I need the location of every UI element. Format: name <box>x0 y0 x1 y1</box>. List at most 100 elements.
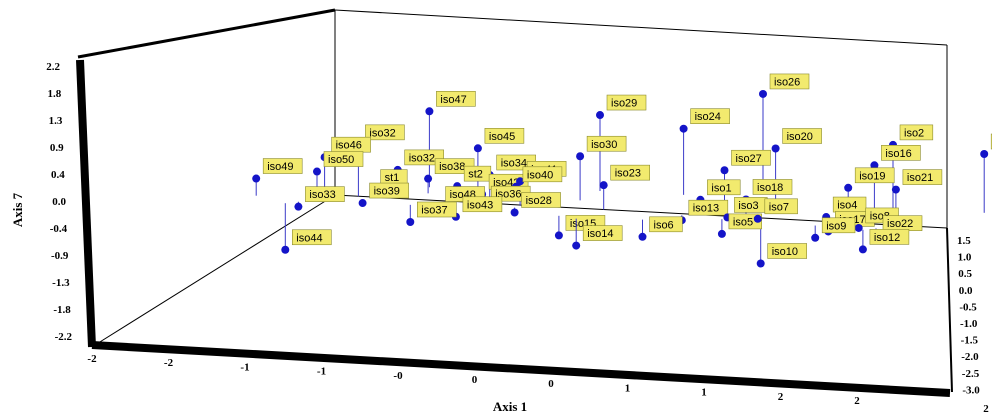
x-axis-ticks: -2 -2 -1 -1 -0 0 0 1 1 2 2 2 <box>87 353 989 414</box>
data-point[interactable] <box>424 174 433 183</box>
z-tick-label: 1.5 <box>957 235 971 247</box>
data-point[interactable] <box>811 233 820 242</box>
data-point[interactable] <box>294 202 303 211</box>
data-point-group: iso10 <box>756 229 808 268</box>
point-label: iso30 <box>591 139 617 151</box>
point-label-box <box>462 196 503 213</box>
point-label: iso32 <box>409 152 435 164</box>
point-label-box <box>582 225 623 241</box>
point-label-box <box>752 179 793 195</box>
data-point[interactable] <box>252 174 261 183</box>
point-label: iso40 <box>527 169 553 181</box>
data-point[interactable] <box>638 232 647 241</box>
point-label: iso2 <box>904 127 924 139</box>
y-axis-title: Axis 7 <box>10 192 25 227</box>
y-tick-label: -2.2 <box>55 331 73 343</box>
data-point[interactable] <box>596 111 604 120</box>
x-tick-label: 1 <box>701 387 707 399</box>
data-point-group: iso6 <box>638 216 683 241</box>
data-point[interactable] <box>358 199 367 208</box>
frame-top-back-edge <box>334 9 948 46</box>
point-label: iso21 <box>907 172 933 184</box>
data-point-group: iso21 <box>891 169 943 219</box>
data-point[interactable] <box>425 107 434 116</box>
data-point[interactable] <box>753 214 762 223</box>
point-label-box <box>854 167 895 184</box>
data-point-group: iso12 <box>858 229 910 254</box>
data-point[interactable] <box>717 229 726 238</box>
y-tick-label: 0.0 <box>52 196 66 208</box>
point-label: iso34 <box>501 158 527 170</box>
point-label: iso32 <box>369 127 395 139</box>
point-label: iso7 <box>769 201 789 213</box>
z-tick-label: -3.0 <box>962 384 980 396</box>
y-tick-label: -1.3 <box>52 277 70 289</box>
data-point[interactable] <box>759 89 767 98</box>
x-tick-label: 2 <box>854 395 860 407</box>
data-point[interactable] <box>891 185 900 194</box>
point-label-box <box>899 124 934 141</box>
point-label: st1 <box>385 172 400 184</box>
point-label: iso24 <box>695 111 721 123</box>
data-point-group: iso37 <box>406 201 457 226</box>
data-point-group: iso47 <box>425 91 476 188</box>
point-label: iso45 <box>489 131 515 143</box>
data-point-group: iso49 <box>252 158 303 196</box>
box-frame <box>76 8 953 397</box>
data-point-group: iso27 <box>720 149 771 207</box>
data-point[interactable] <box>516 177 525 186</box>
data-point[interactable] <box>854 223 863 232</box>
data-point[interactable] <box>313 167 321 176</box>
data-point[interactable] <box>858 245 867 254</box>
x-axis-title: Axis 1 <box>493 399 527 414</box>
point-label-box <box>821 217 856 234</box>
point-label-box <box>369 182 409 199</box>
data-point[interactable] <box>980 150 989 158</box>
point-label: iso47 <box>440 94 466 106</box>
point-label-box <box>782 128 822 144</box>
z-axis-ticks: 1.5 1.0 0.5 0.0 -0.5 -1.0 -1.5 -2.0 -2.5 -3.0 <box>957 235 980 396</box>
data-point-group: iso5 <box>717 213 763 238</box>
data-point[interactable] <box>406 218 415 226</box>
point-label: iso33 <box>309 189 335 201</box>
y-axis-bar <box>76 59 96 348</box>
data-point-group: st2 <box>453 165 492 201</box>
data-point[interactable] <box>720 166 729 175</box>
point-label-box <box>323 151 364 167</box>
z-tick-label: 0.0 <box>959 285 973 297</box>
data-point[interactable] <box>572 241 581 250</box>
data-point[interactable] <box>756 259 765 268</box>
x-tick-label: 2 <box>983 403 989 414</box>
data-point[interactable] <box>679 124 688 133</box>
point-label: iso13 <box>693 203 719 215</box>
data-point[interactable] <box>281 245 290 254</box>
data-point-group: iso14 <box>572 218 623 250</box>
data-point[interactable] <box>576 152 585 161</box>
point-label-box <box>522 166 563 183</box>
data-point-group: iso9 <box>811 217 856 242</box>
data-point-group: iso16 <box>870 145 921 212</box>
data-point[interactable] <box>844 183 853 192</box>
z-tick-label: -1.5 <box>961 335 979 347</box>
z-tick-label: 0.5 <box>958 268 972 280</box>
point-label: iso3 <box>738 200 758 212</box>
data-point[interactable] <box>599 181 608 190</box>
x-tick-label: 2 <box>778 391 784 403</box>
point-label: iso23 <box>615 168 641 180</box>
point-label-box <box>404 149 445 166</box>
data-point[interactable] <box>554 231 563 240</box>
point-label-box <box>649 216 683 233</box>
data-point[interactable] <box>771 144 780 153</box>
data-point-group: iso1 <box>696 179 741 213</box>
data-point[interactable] <box>870 161 879 170</box>
point-label-box <box>416 201 457 218</box>
point-label-box <box>869 229 910 245</box>
x-tick-label: 0 <box>472 374 478 386</box>
data-point-group: iso44 <box>281 203 332 254</box>
data-point[interactable] <box>473 144 482 153</box>
data-point[interactable] <box>510 208 519 217</box>
data-point-group: iso22 <box>872 215 923 240</box>
point-label: iso10 <box>772 246 798 258</box>
point-label: st2 <box>468 169 483 181</box>
frame-top-left-edge <box>77 8 336 59</box>
